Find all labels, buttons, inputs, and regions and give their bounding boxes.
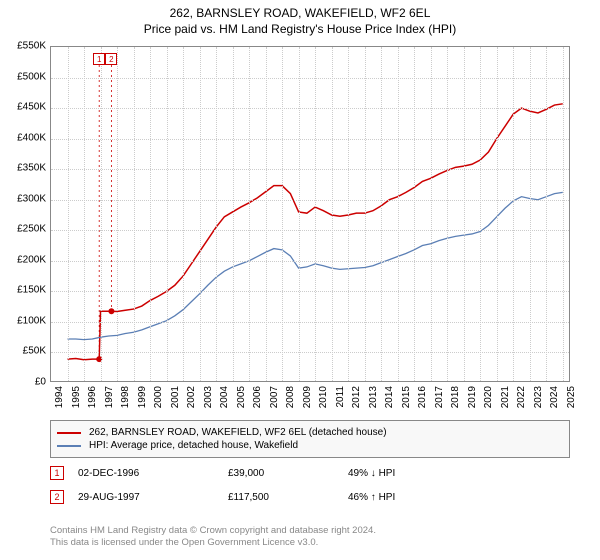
x-tick-label: 2004 [219, 386, 230, 408]
x-tick-label: 2016 [417, 386, 428, 408]
chart-container: { "header": { "line1": "262, BARNSLEY RO… [0, 0, 600, 560]
x-tick-label: 2014 [384, 386, 395, 408]
x-tick-label: 1998 [120, 386, 131, 408]
sale-delta: 46% ↑ HPI [348, 492, 468, 503]
legend: 262, BARNSLEY ROAD, WAKEFIELD, WF2 6EL (… [50, 420, 570, 458]
sale-price: £117,500 [228, 492, 348, 503]
y-tick-label: £0 [2, 377, 46, 388]
x-tick-label: 1995 [71, 386, 82, 408]
x-tick-label: 2025 [566, 386, 577, 408]
legend-item: HPI: Average price, detached house, Wake… [57, 440, 563, 451]
license-line1: Contains HM Land Registry data © Crown c… [50, 525, 570, 537]
y-tick-label: £100K [2, 315, 46, 326]
sale-number-box: 2 [50, 490, 64, 504]
x-tick-label: 2017 [434, 386, 445, 408]
legend-label: HPI: Average price, detached house, Wake… [89, 440, 298, 451]
sale-marker-1: 1 [93, 53, 105, 65]
x-tick-label: 2001 [170, 386, 181, 408]
y-tick-label: £250K [2, 224, 46, 235]
x-tick-label: 2021 [500, 386, 511, 408]
x-tick-label: 2019 [467, 386, 478, 408]
legend-item: 262, BARNSLEY ROAD, WAKEFIELD, WF2 6EL (… [57, 427, 563, 438]
x-tick-label: 1999 [137, 386, 148, 408]
x-tick-label: 2022 [516, 386, 527, 408]
x-tick-label: 2005 [236, 386, 247, 408]
title-address: 262, BARNSLEY ROAD, WAKEFIELD, WF2 6EL [0, 6, 600, 20]
sale-delta: 49% ↓ HPI [348, 468, 468, 479]
y-tick-label: £450K [2, 102, 46, 113]
title-subtitle: Price paid vs. HM Land Registry's House … [0, 22, 600, 36]
sale-date: 29-AUG-1997 [78, 492, 228, 503]
legend-swatch [57, 432, 81, 434]
plot-svg [51, 47, 569, 381]
x-tick-label: 2009 [302, 386, 313, 408]
chart-title: 262, BARNSLEY ROAD, WAKEFIELD, WF2 6EL P… [0, 0, 600, 36]
x-tick-label: 1997 [104, 386, 115, 408]
x-tick-label: 1996 [87, 386, 98, 408]
plot-area: 12 [50, 46, 570, 382]
sale-price: £39,000 [228, 468, 348, 479]
y-tick-label: £550K [2, 41, 46, 52]
y-tick-label: £200K [2, 254, 46, 265]
x-tick-label: 2013 [368, 386, 379, 408]
sale-number-box: 1 [50, 466, 64, 480]
legend-label: 262, BARNSLEY ROAD, WAKEFIELD, WF2 6EL (… [89, 427, 387, 438]
y-tick-label: £400K [2, 132, 46, 143]
y-tick-label: £50K [2, 346, 46, 357]
sale-row: 1 02-DEC-1996£39,00049% ↓ HPI [50, 466, 570, 480]
sale-row: 2 29-AUG-1997£117,50046% ↑ HPI [50, 490, 570, 504]
x-tick-label: 2024 [549, 386, 560, 408]
x-tick-label: 2003 [203, 386, 214, 408]
x-tick-label: 2006 [252, 386, 263, 408]
x-tick-label: 2008 [285, 386, 296, 408]
x-tick-label: 2007 [269, 386, 280, 408]
x-tick-label: 2015 [401, 386, 412, 408]
x-tick-label: 2023 [533, 386, 544, 408]
x-tick-label: 2002 [186, 386, 197, 408]
x-tick-label: 2011 [335, 386, 346, 408]
x-tick-label: 2018 [450, 386, 461, 408]
sale-date: 02-DEC-1996 [78, 468, 228, 479]
x-tick-label: 1994 [54, 386, 65, 408]
x-tick-label: 2020 [483, 386, 494, 408]
y-tick-label: £500K [2, 71, 46, 82]
y-tick-label: £150K [2, 285, 46, 296]
y-tick-label: £350K [2, 163, 46, 174]
x-tick-label: 2012 [351, 386, 362, 408]
license-text: Contains HM Land Registry data © Crown c… [50, 525, 570, 550]
x-tick-label: 2010 [318, 386, 329, 408]
x-tick-label: 2000 [153, 386, 164, 408]
sale-marker-2: 2 [105, 53, 117, 65]
y-tick-label: £300K [2, 193, 46, 204]
legend-swatch [57, 445, 81, 447]
license-line2: This data is licensed under the Open Gov… [50, 537, 570, 549]
